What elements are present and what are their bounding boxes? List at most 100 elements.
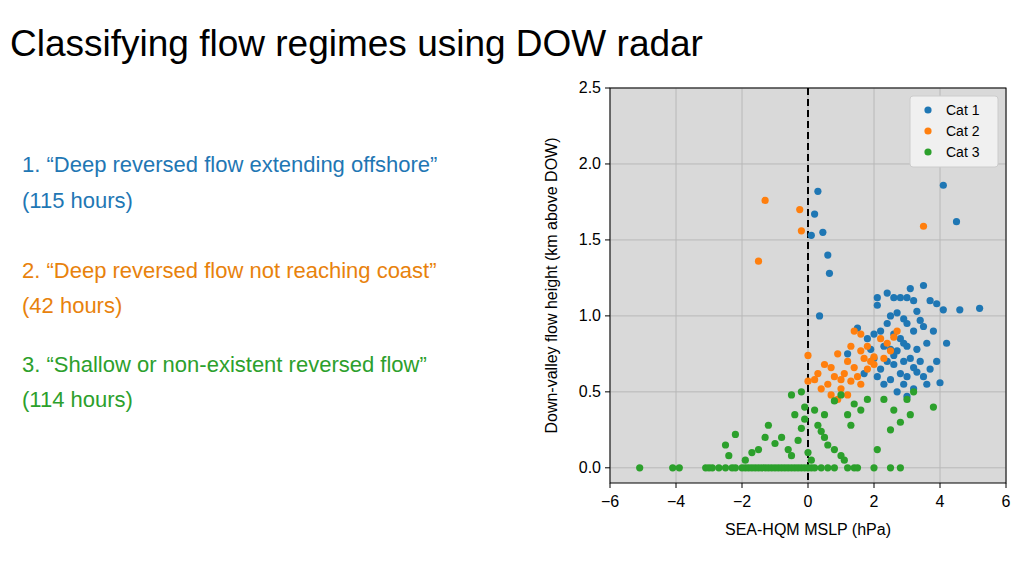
tick-label: 0.0 [579,459,601,476]
tick-label: 1.0 [579,307,601,324]
point [821,434,828,441]
tick [676,483,677,488]
point [933,300,940,307]
annotation: (42 hours) [22,293,122,318]
point [811,464,818,471]
grid-line [676,88,677,483]
point [844,358,851,365]
point [854,464,861,471]
point [897,419,904,426]
legend-label: Cat 3 [946,144,980,160]
tick [605,391,610,392]
point [913,308,920,315]
point [910,388,917,395]
point [824,381,831,388]
point [880,396,887,403]
point [890,334,897,341]
reference-line [807,88,809,483]
point [874,373,881,380]
annotation: 2. “Deep reversed flow not reaching coas… [22,258,437,283]
legend-marker [924,127,931,134]
point [811,376,818,383]
point [715,464,722,471]
point [877,327,884,334]
point [788,452,795,459]
point [900,381,907,388]
legend-label: Cat 2 [946,123,980,139]
point [785,446,792,453]
point [887,312,894,319]
point [920,223,927,230]
point [910,297,917,304]
point [814,422,821,429]
point [808,457,815,464]
point [874,294,881,301]
point [771,440,778,447]
point [755,446,762,453]
point [900,358,907,365]
point [811,210,818,217]
point [867,358,874,365]
tick-label: 6 [1002,493,1011,510]
plot-background [610,88,1006,483]
point [870,331,877,338]
point [748,449,755,456]
point [844,464,851,471]
point [864,343,871,350]
point [890,294,897,301]
point [808,232,815,239]
point [831,373,838,380]
point [709,464,716,471]
tick [605,163,610,164]
point [894,388,901,395]
point [816,312,823,319]
point [920,373,927,380]
point [907,355,914,362]
tick-label: 2.5 [579,79,601,96]
point [890,406,897,413]
point [844,350,851,357]
legend-box [910,96,998,167]
tick [605,239,610,240]
point [851,327,858,334]
tick-label: 2 [870,493,879,510]
point [636,464,643,471]
point [831,397,838,404]
point [847,422,854,429]
point [847,343,854,350]
point [861,355,868,362]
point [819,229,826,236]
point [874,446,881,453]
legend-marker [924,106,931,113]
point [778,434,785,441]
point [864,396,871,403]
point [854,373,861,380]
point [897,370,904,377]
point [936,379,943,386]
point [811,406,818,413]
point [804,352,811,359]
tick-label: −6 [601,493,619,510]
point [933,358,940,365]
point [894,327,901,334]
tick-label: 1.5 [579,231,601,248]
point [818,428,825,435]
point [930,403,937,410]
point [798,425,805,432]
point [828,391,835,398]
point [841,370,848,377]
point [722,464,729,471]
point [732,464,739,471]
tick [874,483,875,488]
point [920,323,927,330]
point [844,391,851,398]
point [841,457,848,464]
point [884,340,891,347]
point [857,406,864,413]
point [762,197,769,204]
point [824,252,831,259]
point [851,400,858,407]
annotation: (114 hours) [22,387,133,412]
point [927,297,934,304]
tick [742,483,743,488]
